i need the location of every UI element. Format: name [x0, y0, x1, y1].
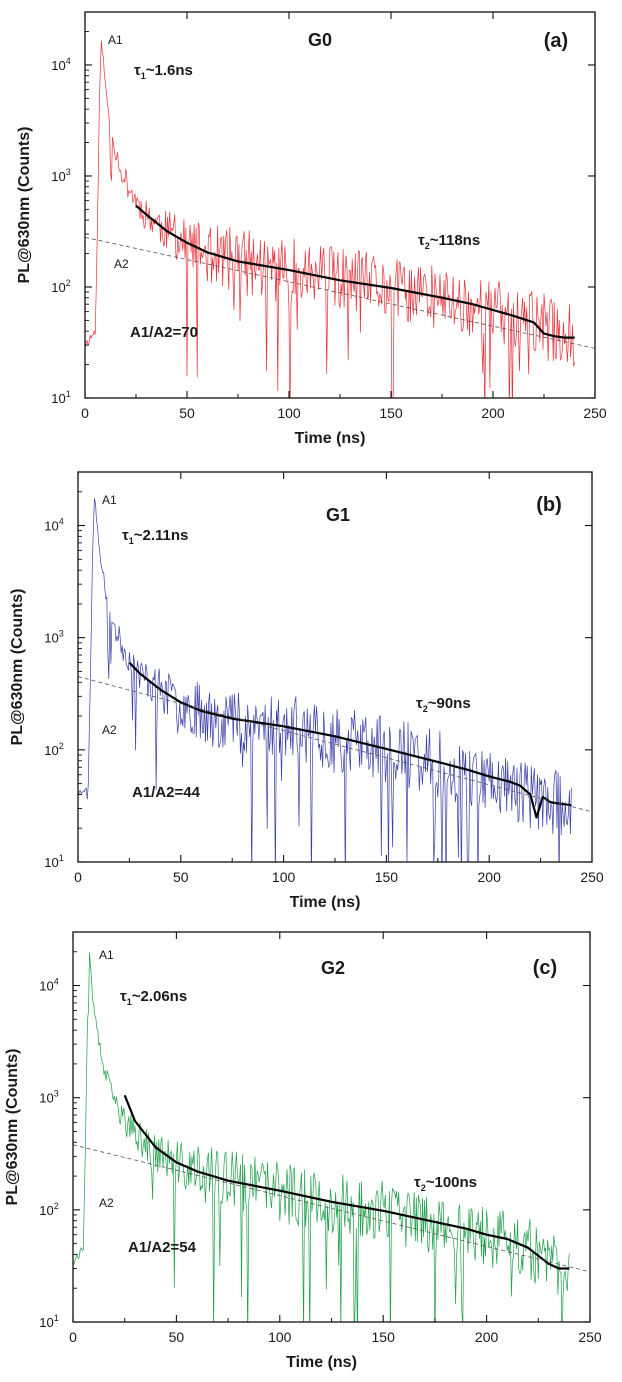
chart-title: G1 — [326, 505, 350, 525]
decay-trace-g2 — [73, 952, 570, 1322]
smoothed-fit-curve — [123, 1094, 570, 1270]
x-tick-label: 100 — [268, 1329, 292, 1345]
chart-panel-g2: 0 50 100 150 200 250 101 102 103 104 Time (ns) PL@6… — [4, 931, 602, 1371]
panel-label: (a) — [544, 30, 568, 52]
x-tick-label: 50 — [179, 405, 195, 421]
x-tick-label: 50 — [169, 1329, 185, 1345]
x-tick-label: 200 — [475, 1329, 499, 1345]
annotation-amplitude-ratio: A1/A2=54 — [128, 1239, 197, 1256]
annotation-a1: A1 — [99, 948, 114, 962]
panel-label: (c) — [533, 957, 557, 979]
x-tick-label: 100 — [277, 405, 301, 421]
y-tick-label: 101 — [44, 853, 63, 870]
y-tick-label: 101 — [51, 389, 70, 406]
annotation-a1: A1 — [108, 33, 123, 47]
annotation-tau2: τ2~100ns — [414, 1174, 477, 1193]
annotation-a1: A1 — [102, 493, 117, 507]
chart-title: G0 — [308, 30, 332, 50]
x-tick-label: 100 — [272, 869, 296, 885]
y-axis-label: PL@630nm (Counts) — [9, 589, 26, 746]
annotation-tau1: τ1~1.6ns — [134, 62, 193, 81]
x-tick-label: 250 — [580, 869, 604, 885]
annotation-tau2: τ2~90ns — [416, 695, 471, 714]
y-tick-label: 104 — [39, 977, 58, 994]
x-tick-label: 200 — [481, 405, 505, 421]
y-axis-label: PL@630nm (Counts) — [4, 1049, 21, 1206]
y-tick-label: 102 — [51, 278, 70, 295]
y-axis-label: PL@630nm (Counts) — [16, 127, 33, 284]
x-axis-label: Time (ns) — [295, 430, 366, 447]
smoothed-fit-curve — [135, 204, 575, 339]
y-tick-label: 103 — [39, 1089, 58, 1106]
y-tick-label: 102 — [39, 1201, 58, 1218]
x-tick-label: 150 — [372, 1329, 396, 1345]
slow-component-fit-line — [85, 236, 595, 349]
decay-trace-g0 — [85, 40, 575, 398]
annotation-a2: A2 — [99, 1196, 114, 1210]
x-tick-label: 200 — [478, 869, 502, 885]
chart-panel-g1: 0 50 100 150 200 250 101 102 103 104 Time (ns) PL@6… — [9, 471, 604, 911]
x-tick-label: 250 — [578, 1329, 602, 1345]
slow-component-fit-line — [73, 1144, 590, 1273]
slow-component-fit-line — [78, 676, 592, 813]
y-tick-label: 101 — [39, 1313, 58, 1330]
y-tick-label: 102 — [44, 741, 63, 758]
x-axis-label: Time (ns) — [290, 894, 361, 911]
y-tick-label: 103 — [44, 629, 63, 646]
chart-panel-g0: 0 50 100 150 200 250 101 102 103 104 Time (ns) PL@6… — [16, 11, 607, 447]
annotation-tau1: τ1~2.11ns — [122, 527, 188, 546]
annotation-amplitude-ratio: A1/A2=44 — [132, 784, 201, 801]
x-tick-label: 0 — [81, 405, 89, 421]
annotation-tau1: τ1~2.06ns — [120, 988, 187, 1007]
panel-label: (b) — [536, 494, 562, 516]
x-tick-label: 50 — [173, 869, 189, 885]
annotation-a2: A2 — [102, 723, 117, 737]
plot-area — [73, 952, 590, 1322]
x-tick-label: 250 — [583, 405, 607, 421]
x-tick-label: 0 — [74, 869, 82, 885]
annotation-a2: A2 — [114, 257, 129, 271]
smoothed-fit-curve — [128, 661, 572, 819]
plot-area — [78, 498, 592, 862]
chart-title: G2 — [321, 958, 345, 978]
annotation-amplitude-ratio: A1/A2=70 — [130, 324, 198, 341]
annotation-tau2: τ2~118ns — [418, 232, 480, 251]
x-tick-label: 0 — [69, 1329, 77, 1345]
x-tick-label: 150 — [379, 405, 403, 421]
y-tick-label: 104 — [51, 56, 70, 73]
plot-area — [85, 40, 595, 398]
x-axis-label: Time (ns) — [286, 1354, 357, 1371]
y-tick-label: 104 — [44, 517, 63, 534]
x-tick-label: 150 — [375, 869, 399, 885]
y-tick-label: 103 — [51, 167, 70, 184]
decay-trace-g1 — [78, 498, 572, 862]
